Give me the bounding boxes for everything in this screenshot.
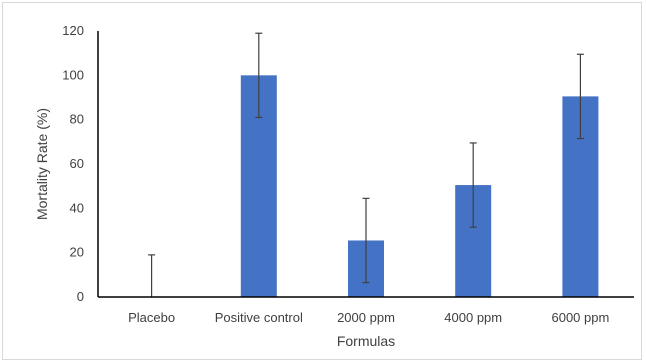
y-tick-label: 40: [70, 200, 84, 215]
y-tick-label: 120: [62, 23, 84, 38]
y-axis-ticks: 0 20 40 60 80 100 120: [62, 23, 84, 304]
error-bars: [148, 33, 584, 297]
x-axis-ticks: Placebo Positive control 2000 ppm 4000 ppm 6…: [128, 310, 609, 325]
y-tick-label: 80: [70, 112, 84, 127]
y-tick-label: 100: [62, 67, 84, 82]
y-axis-title: Mortality Rate (%): [34, 108, 50, 220]
x-tick-label: Positive control: [215, 310, 303, 325]
y-tick-label: 20: [70, 245, 84, 260]
x-axis-title: Formulas: [337, 333, 395, 349]
y-tick-label: 60: [70, 156, 84, 171]
y-tick-label: 0: [77, 289, 84, 304]
bars: [241, 75, 599, 297]
error-bar: [148, 255, 155, 297]
x-tick-label: 2000 ppm: [337, 310, 395, 325]
x-tick-label: 4000 ppm: [444, 310, 502, 325]
x-tick-label: 6000 ppm: [551, 310, 609, 325]
x-tick-label: Placebo: [128, 310, 175, 325]
